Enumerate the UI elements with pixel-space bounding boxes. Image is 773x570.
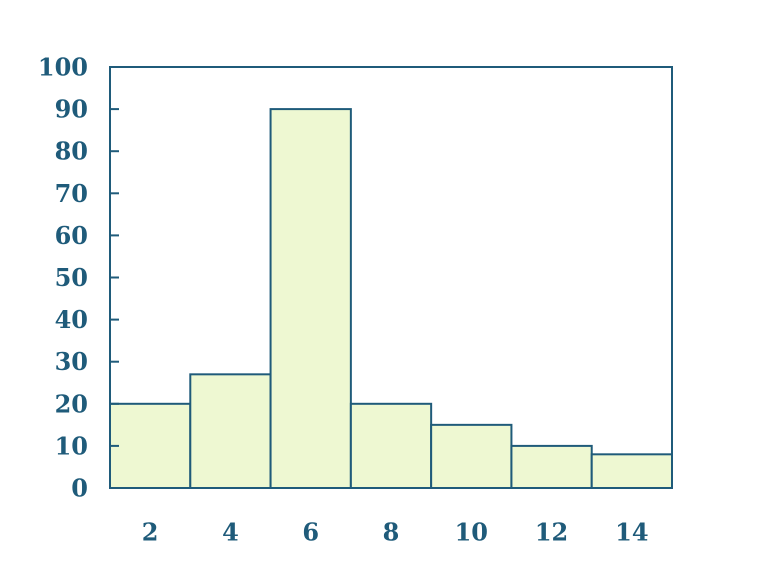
bar-12 [510,444,593,489]
y-tick-label: 90 [55,95,88,124]
x-tick-label: 2 [142,518,159,547]
bar-8 [349,402,433,489]
bars-layer [109,108,674,490]
y-tick-label: 10 [55,431,88,460]
y-tick-label: 40 [55,305,88,334]
y-tick-label: 30 [55,347,88,376]
y-tick-label: 50 [55,263,88,292]
y-tick-label: 0 [71,474,88,503]
x-tick-label: 6 [302,518,319,547]
x-tick-label: 10 [455,518,488,547]
bar-2 [109,402,192,489]
bar-10 [430,423,513,490]
x-axis: 2 4 6 8 10 12 14 [142,518,649,547]
y-tick-label: 100 [38,53,88,82]
y-tick-label: 80 [55,137,88,166]
bar-14 [590,453,674,490]
y-axis: 0 10 20 30 40 50 60 70 80 90 100 [38,53,119,503]
x-tick-label: 12 [535,518,568,547]
y-tick-label: 60 [55,221,88,250]
bar-6 [269,108,352,489]
x-tick-label: 4 [222,518,239,547]
bar-4 [189,373,272,489]
x-tick-label: 14 [615,518,648,547]
y-tick-label: 20 [55,389,88,418]
y-tick-label: 70 [55,179,88,208]
x-tick-label: 8 [383,518,400,547]
